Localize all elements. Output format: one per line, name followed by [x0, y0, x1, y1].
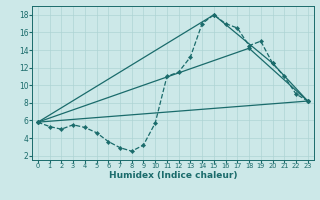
X-axis label: Humidex (Indice chaleur): Humidex (Indice chaleur)	[108, 171, 237, 180]
